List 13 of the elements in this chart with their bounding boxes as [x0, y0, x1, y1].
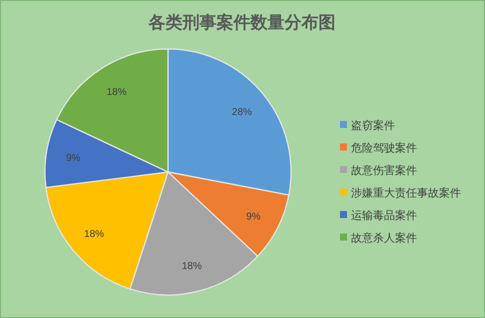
legend-label: 运输毒品案件: [351, 209, 417, 222]
legend-label: 故意伤害案件: [351, 164, 417, 177]
chart-title: 各类刑事案件数量分布图: [148, 12, 336, 32]
data-label: 9%: [246, 212, 261, 223]
legend-label: 盗窃案件: [351, 119, 395, 132]
data-label: 18%: [106, 86, 127, 98]
data-label: 18%: [84, 229, 104, 240]
data-label: 18%: [182, 260, 202, 272]
data-label: 9%: [66, 152, 81, 164]
legend-label: 故意杀人案件: [351, 232, 417, 244]
legend-label: 危险驾驶案件: [351, 142, 417, 154]
data-label: 28%: [232, 106, 252, 118]
legend-label: 涉嫌重大责任事故案件: [351, 186, 461, 200]
